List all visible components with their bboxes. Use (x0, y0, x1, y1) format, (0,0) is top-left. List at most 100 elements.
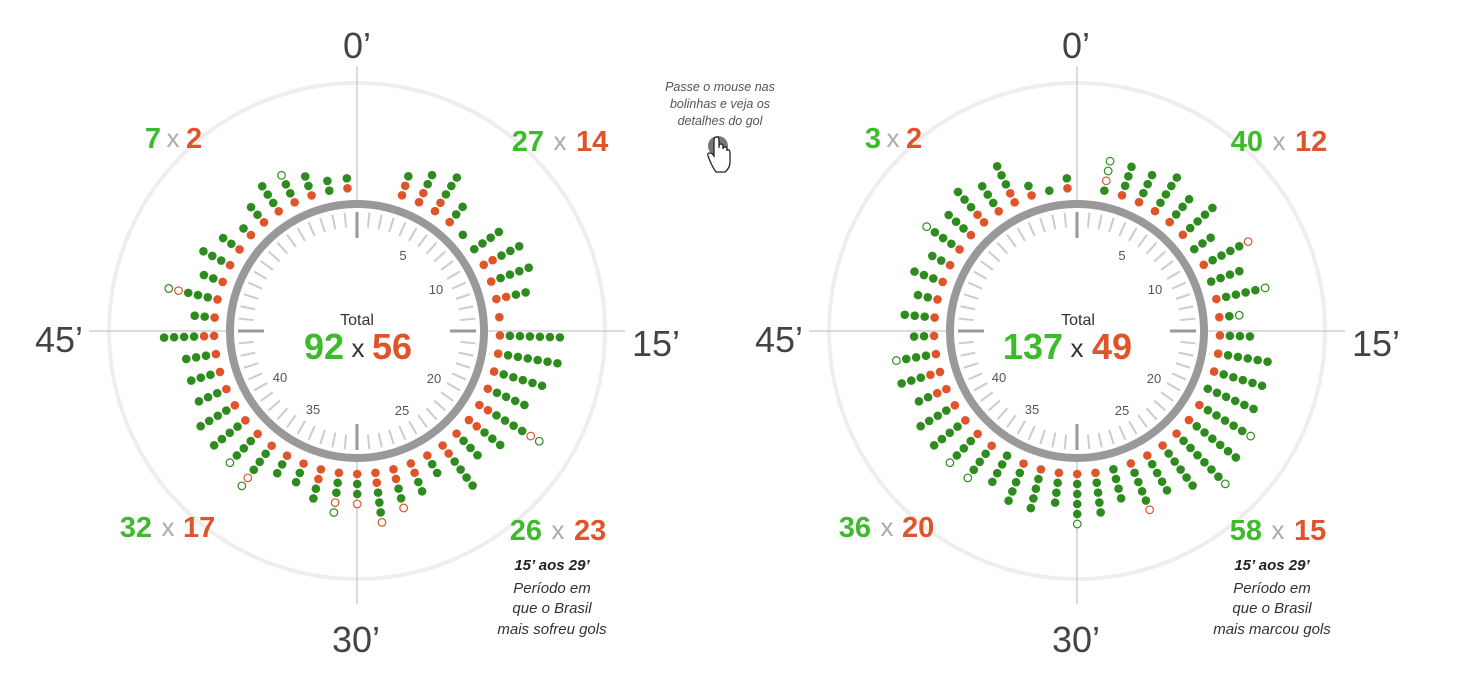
goal-scored-dot (1170, 457, 1179, 466)
minute-tick (243, 293, 259, 300)
minute-tick (267, 250, 281, 263)
hover-hint: Passe o mouse nas bolinhas e veja os det… (650, 79, 790, 130)
goal-scored-dot (1095, 498, 1104, 507)
goal-scored-dot (423, 179, 432, 189)
hand-cursor-icon (707, 136, 731, 173)
goal-conceded-dot (274, 207, 283, 216)
own-goal-conceded-dot (243, 473, 253, 483)
goal-conceded-dot (253, 429, 262, 439)
minute-tick (987, 399, 1001, 412)
goal-scored-dot (394, 484, 403, 493)
goal-conceded-dot (973, 210, 982, 220)
minute-tick (963, 293, 979, 300)
goal-scored-dot (189, 332, 199, 341)
minute-tick (1016, 227, 1026, 242)
goal-scored-dot (217, 434, 227, 444)
minute-tick (1178, 305, 1194, 311)
minute-tick (243, 362, 259, 369)
goal-scored-dot (432, 468, 442, 478)
goal-scored-dot (923, 292, 933, 302)
total-label: Total (340, 312, 374, 329)
goal-scored-dot (1124, 171, 1133, 181)
goal-scored-dot (1034, 474, 1043, 484)
goal-scored-dot (1233, 352, 1243, 362)
minute-tick (451, 372, 467, 381)
own-goal-conceded-dot (330, 498, 340, 508)
goal-scored-dot (417, 486, 427, 496)
minute-tick (286, 414, 297, 428)
goal-conceded-dot (464, 415, 474, 425)
goal-scored-dot (1062, 174, 1072, 183)
own-goal-scored-dot (1260, 283, 1270, 293)
own-goal-scored-dot (164, 284, 174, 293)
goal-scored-dot (515, 331, 525, 341)
goal-scored-dot (523, 354, 533, 363)
goal-conceded-dot (282, 451, 292, 461)
minute-tick (1166, 382, 1181, 392)
goal-conceded-dot (299, 459, 308, 468)
goal-scored-dot (239, 224, 248, 233)
quarter-2-scored: 26 (510, 515, 542, 547)
goal-scored-dot (1072, 499, 1082, 509)
goal-conceded-dot (942, 384, 951, 394)
goal-scored-dot (975, 457, 985, 467)
goal-conceded-dot (950, 401, 960, 410)
goal-scored-dot (1253, 355, 1262, 365)
goal-scored-dot (212, 388, 222, 398)
goal-conceded-dot (352, 469, 362, 479)
goal-conceded-dot (930, 313, 939, 322)
goal-conceded-dot (987, 441, 996, 451)
minute-tick (1108, 217, 1115, 233)
goal-scored-dot (427, 170, 437, 180)
goal-scored-dot (509, 421, 518, 431)
minute-tick (1180, 340, 1196, 345)
chart-marcados: 0’ 15’ 30’ 45’ 5 10 20 25 35 40 Total 13… (755, 25, 1400, 660)
goal-scored-dot (520, 400, 529, 410)
goal-conceded-dot (389, 464, 398, 474)
goal-scored-dot (249, 465, 259, 475)
goal-scored-dot (1240, 400, 1249, 410)
goal-scored-dot (1161, 190, 1171, 199)
goal-scored-dot (936, 256, 946, 265)
minute-tick (1128, 227, 1138, 242)
goal-scored-dot (901, 354, 911, 364)
goal-scored-dot (1245, 332, 1255, 341)
quarter-4-scored: 3 (865, 123, 881, 155)
goal-scored-dot (1243, 354, 1253, 363)
minute-tick (398, 425, 407, 441)
goal-scored-dot (919, 331, 929, 341)
minute-tick (963, 362, 979, 369)
goal-scored-dot (227, 239, 236, 249)
minute-tick (319, 429, 326, 445)
minute-tick (1137, 234, 1148, 248)
total-x: x (352, 333, 365, 363)
minute-tick (307, 221, 316, 237)
minute-tick (967, 281, 983, 290)
goal-conceded-dot (1215, 312, 1224, 322)
goal-scored-dot (1130, 468, 1139, 478)
own-goal-scored-dot (1105, 156, 1115, 166)
goal-scored-dot (1238, 375, 1248, 385)
quarter-1-scored: 27 (512, 126, 544, 158)
goal-scored-dot (1193, 217, 1202, 226)
goal-scored-dot (992, 162, 1002, 171)
goal-scored-dot (906, 376, 916, 385)
goal-scored-dot (352, 489, 362, 499)
quarter-2-x: x (552, 515, 565, 545)
goal-scored-dot (900, 310, 910, 320)
goal-conceded-dot (955, 245, 964, 254)
goal-conceded-dot (436, 198, 445, 208)
minute-tick (1118, 221, 1127, 237)
minute-tick (980, 260, 994, 271)
goal-scored-dot (1186, 443, 1195, 453)
goal-scored-dot (966, 202, 976, 212)
minute-tick (458, 305, 474, 311)
goal-scored-dot (494, 227, 504, 237)
minute-tick (1016, 420, 1026, 435)
quarter-2-scored: 58 (1230, 515, 1262, 547)
quarter-4-scored: 7 (145, 123, 161, 155)
goal-scored-dot (1176, 465, 1185, 474)
goal-scored-dot (1257, 381, 1267, 391)
axis-label-bottom: 30’ (332, 619, 380, 660)
